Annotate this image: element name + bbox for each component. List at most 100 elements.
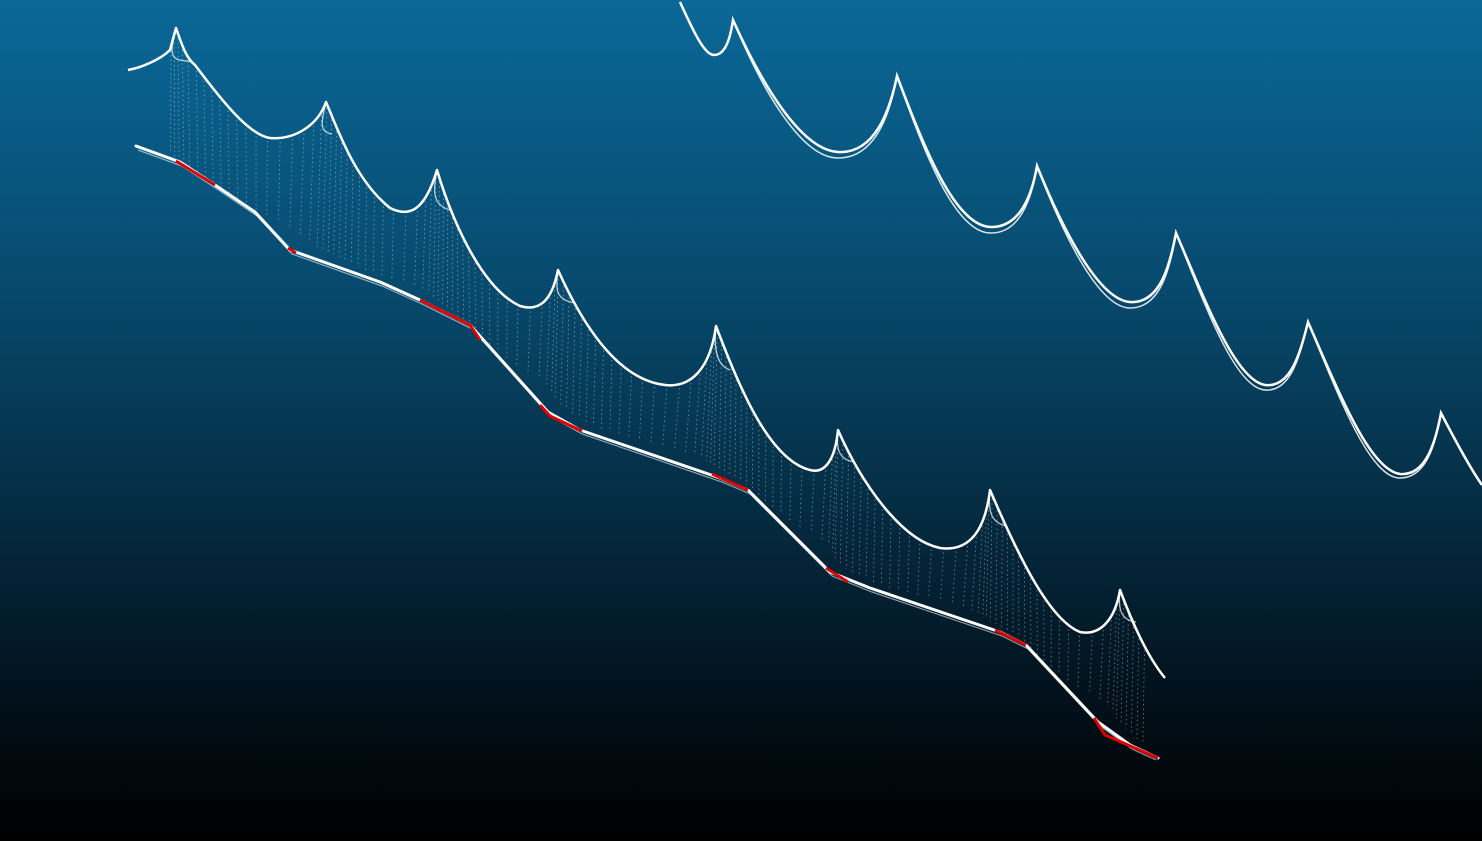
dropper-wire xyxy=(578,319,582,419)
dropper-wire xyxy=(333,131,337,256)
dropper-wire xyxy=(428,190,432,294)
dropper-wire xyxy=(839,444,844,564)
dropper-wire xyxy=(203,80,206,181)
dropper-wire xyxy=(962,546,968,608)
dropper-wire xyxy=(516,309,519,366)
dropper-wire xyxy=(880,509,884,585)
dropper-wire xyxy=(566,297,570,410)
dropper-wire xyxy=(457,229,459,317)
dropper-wire xyxy=(971,536,977,611)
dropper-wire xyxy=(527,311,531,372)
dropper-wire xyxy=(939,552,944,602)
dropper-wire xyxy=(701,363,708,458)
dropper-wire xyxy=(338,142,343,259)
highlight-segment xyxy=(1092,717,1159,760)
dropper-wire xyxy=(299,133,305,236)
dropper-wire xyxy=(277,141,281,223)
dropper-wire xyxy=(187,61,191,171)
contact-wire-secondary xyxy=(137,149,1157,761)
dropper-wire xyxy=(1107,620,1112,706)
dropper-wire xyxy=(245,128,247,205)
dropper-wire xyxy=(266,141,268,216)
dropper-wire xyxy=(1099,629,1104,700)
dropper-wire xyxy=(694,374,701,455)
dropper-wire xyxy=(1142,649,1145,744)
dropper-wire xyxy=(928,549,932,599)
dropper-wire xyxy=(372,197,375,274)
dropper-wire xyxy=(195,70,199,176)
dropper-wire xyxy=(982,513,987,616)
dropper-wire xyxy=(995,510,998,624)
dropper-wire xyxy=(985,501,990,619)
dropper-wire xyxy=(364,187,367,271)
dropper-wire xyxy=(316,115,322,247)
dropper-wire xyxy=(609,359,613,433)
dropper-wire xyxy=(989,498,993,622)
dropper-wire xyxy=(211,90,214,185)
dropper-wire xyxy=(710,339,715,464)
dropper-wire xyxy=(1120,603,1125,724)
dropper-wire xyxy=(889,519,892,588)
messenger-wire xyxy=(127,26,1166,679)
dropper-wire xyxy=(177,37,180,161)
dropper-wire xyxy=(674,388,680,450)
dropper-wire xyxy=(1136,638,1140,739)
dropper-wire xyxy=(1077,635,1080,687)
dropper-wire xyxy=(740,391,742,482)
dropper-wire xyxy=(917,543,921,597)
dropper-wire xyxy=(832,447,837,552)
dropper-wire xyxy=(706,351,712,461)
dropper-wire xyxy=(350,165,354,265)
highlight-segment xyxy=(994,628,1027,647)
dropper-wire xyxy=(650,386,655,444)
dropper-wire xyxy=(1125,615,1129,729)
dropper-wire xyxy=(1089,635,1093,694)
dropper-wire xyxy=(357,176,360,268)
dropper-wire xyxy=(442,194,444,305)
highlight-segment xyxy=(419,298,482,341)
dropper-wire xyxy=(585,330,589,423)
dropper-wire xyxy=(468,252,470,327)
dropper-wire xyxy=(897,528,901,591)
dropper-wire xyxy=(628,376,632,438)
messenger-wire-secondary xyxy=(171,27,1137,623)
dropper-wire xyxy=(1112,608,1117,713)
dropper-wire xyxy=(403,215,407,283)
dropper-wires xyxy=(170,37,1145,744)
dropper-wire xyxy=(685,382,692,452)
dropper-wire xyxy=(723,356,727,472)
dropper-wire xyxy=(560,285,564,405)
dropper-wire xyxy=(481,273,483,340)
contact-wire xyxy=(134,144,1160,760)
dropper-wire xyxy=(858,478,862,576)
far-messenger-wire xyxy=(678,1,1482,486)
dropper-wire xyxy=(907,536,910,594)
dropper-wire xyxy=(865,488,869,579)
dropper-wire xyxy=(951,551,957,605)
dropper-wire xyxy=(810,474,815,533)
dropper-wire xyxy=(538,307,543,379)
dropper-wire xyxy=(327,119,333,253)
dropper-wire xyxy=(780,456,782,515)
dropper-wire xyxy=(433,178,437,298)
dropper-wire xyxy=(462,240,465,321)
far-catenary-span xyxy=(678,1,1482,486)
dropper-wire xyxy=(1130,627,1134,734)
dropper-wire xyxy=(236,119,238,200)
dropper-wire xyxy=(1067,629,1070,681)
dropper-wire xyxy=(414,211,418,287)
dropper-wire xyxy=(422,201,426,290)
dropper-wire xyxy=(789,464,792,521)
dropper-wire xyxy=(551,285,556,392)
dropper-wire xyxy=(977,525,983,613)
dropper-wire xyxy=(618,368,622,435)
dropper-wire xyxy=(600,350,604,430)
dropper-wire xyxy=(639,382,643,441)
dropper-wire xyxy=(506,302,508,359)
dropper-wire xyxy=(546,297,551,385)
highlight-segment xyxy=(287,246,297,255)
far-contact-wire xyxy=(732,19,1442,479)
dropper-wire xyxy=(662,389,668,447)
